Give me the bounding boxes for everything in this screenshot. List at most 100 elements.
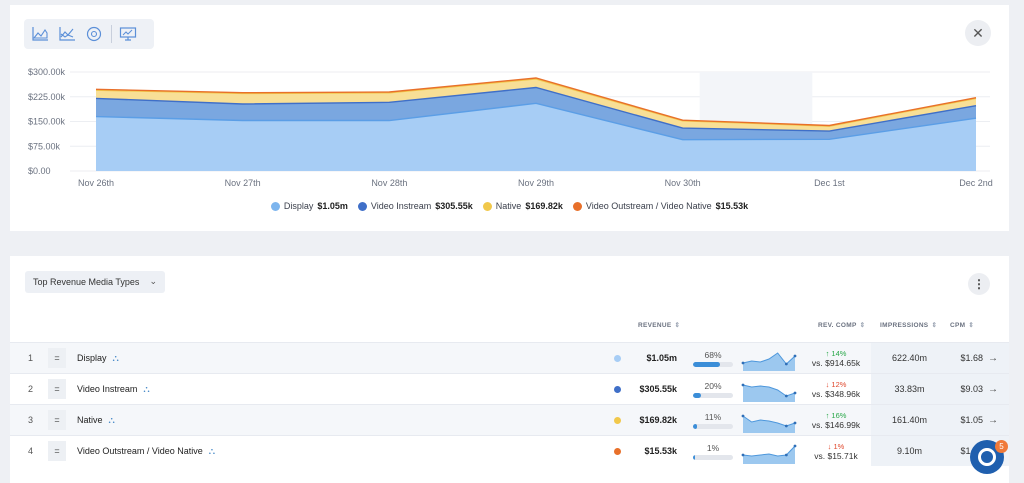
impressions-value: 33.83m (894, 384, 925, 394)
change-percent: ↑ 14% (825, 348, 847, 358)
monitor-icon[interactable] (117, 23, 139, 45)
legend-item[interactable]: Video Outstream / Video Native $15.53k (572, 201, 748, 211)
revenue-share: 68% (693, 343, 733, 373)
legend-swatch (482, 201, 492, 211)
revenue-share: 11% (693, 405, 733, 435)
x-tick-label: Dec 1st (814, 178, 845, 188)
media-type-label: Video Instream (77, 384, 138, 394)
header-impressions[interactable]: IMPRESSIONS ⇕ (880, 322, 938, 329)
sparkline (741, 345, 797, 375)
share-bar (693, 454, 733, 460)
close-icon[interactable]: ✕ (965, 20, 991, 46)
revenue-comparison: ↑ 16% vs. $146.99k (810, 405, 862, 435)
legend-swatch (270, 201, 280, 211)
sparkline (741, 376, 797, 406)
media-type-name[interactable]: Video Outstream / Video Native ⛬ (77, 436, 215, 466)
sparkline-point (793, 391, 797, 395)
previous-revenue: vs. $348.96k (811, 388, 861, 399)
cpm-value: $1.05 (960, 415, 983, 425)
sparkline-point (793, 421, 797, 425)
revenue-comparison: ↓ 12% vs. $348.96k (810, 374, 862, 404)
x-tick-label: Dec 2nd (959, 178, 993, 188)
network-icon[interactable]: ⛬ (108, 414, 115, 425)
share-bar-fill (693, 392, 701, 398)
legend-label: Video Instream (370, 201, 432, 211)
legend-item[interactable]: Video Instream $305.55k (357, 201, 473, 211)
area-series-display[interactable] (96, 103, 976, 171)
impressions-column-bg (871, 343, 1009, 373)
sparkline-chart (741, 444, 797, 464)
share-percent: 1% (706, 442, 720, 453)
legend-item[interactable]: Display $1.05m (270, 201, 348, 211)
sparkline-chart (741, 352, 797, 371)
sparkline (741, 407, 797, 437)
table-row[interactable]: 3 = Native ⛬ $169.82k 11% ↑ 16% vs. $146.99k 161… (10, 404, 1009, 435)
revenue-value: $169.82k (639, 415, 677, 425)
network-icon[interactable]: ⛬ (143, 383, 150, 394)
revenue-value: $1.05m (646, 353, 677, 363)
x-tick-label: Nov 30th (665, 178, 701, 188)
share-bar (693, 423, 733, 429)
impressions-column-bg (871, 374, 1009, 404)
chart-legend: Display $1.05m Video Instream $305.55k Nativ… (10, 201, 1009, 211)
row-rank: 3 (28, 415, 34, 425)
header-cpm[interactable]: CPM ⇕ (950, 322, 975, 329)
arrow-right-icon[interactable]: → (988, 414, 998, 426)
sparkline-point (741, 414, 745, 418)
cpm-value: $9.03 (960, 384, 983, 394)
drag-handle-icon[interactable]: = (48, 410, 66, 430)
series-line (95, 86, 977, 132)
network-icon[interactable]: ⛬ (112, 352, 119, 363)
y-tick-label: $225.00k (28, 92, 66, 102)
cpm-value: $1.68 (960, 353, 983, 363)
media-type-label: Video Outstream / Video Native (77, 446, 203, 456)
arrow-right-icon[interactable]: → (988, 383, 998, 395)
series-color-dot (614, 405, 621, 435)
area-chart-icon[interactable] (29, 23, 51, 45)
media-type-name[interactable]: Display ⛬ (77, 343, 119, 373)
header-rev-comp[interactable]: REV. COMP ⇕ (818, 322, 866, 329)
header-revenue[interactable]: REVENUE ⇕ (638, 322, 681, 329)
table-row[interactable]: 2 = Video Instream ⛬ $305.55k 20% ↓ 12% vs. $34… (10, 373, 1009, 404)
y-tick-label: $75.00k (28, 141, 61, 151)
arrow-right-icon[interactable]: → (988, 352, 998, 364)
media-type-name[interactable]: Native ⛬ (77, 405, 115, 435)
sparkline-point (741, 383, 745, 387)
share-bar (693, 361, 733, 367)
media-type-dropdown[interactable]: Top Revenue Media Types ⌄ (25, 271, 165, 293)
sparkline-point (741, 453, 745, 457)
share-percent: 20% (704, 380, 722, 391)
sparkline-point (793, 354, 797, 358)
drag-handle-icon[interactable]: = (48, 348, 66, 368)
table-row[interactable]: 1 = Display ⛬ $1.05m 68% ↑ 14% vs. $914.65k 622.… (10, 342, 1009, 373)
pie-chart-icon[interactable] (83, 23, 105, 45)
row-rank: 4 (28, 446, 34, 456)
sort-icon: ⇕ (968, 322, 975, 329)
series-color-dot (614, 374, 621, 404)
sparkline-point (784, 424, 788, 428)
legend-label: Video Outstream / Video Native (585, 201, 712, 211)
impressions-value: 161.40m (891, 415, 928, 425)
legend-item[interactable]: Native $169.82k (482, 201, 563, 211)
series-line (95, 102, 977, 141)
legend-swatch (572, 201, 582, 211)
sparkline-point (784, 453, 788, 457)
legend-label: Native (495, 201, 522, 211)
table-row[interactable]: 4 = Video Outstream / Video Native ⛬ $15.53k… (10, 435, 1009, 466)
drag-handle-icon[interactable]: = (48, 441, 66, 461)
media-types-table-card: Top Revenue Media Types ⌄ ⋮ REVENUE ⇕ REV… (10, 256, 1009, 483)
sort-icon: ⇕ (931, 322, 938, 329)
media-type-name[interactable]: Video Instream ⛬ (77, 374, 150, 404)
legend-total: $305.55k (435, 201, 473, 211)
y-tick-label: $0.00 (28, 166, 51, 176)
network-icon[interactable]: ⛬ (208, 445, 216, 456)
revenue-share: 20% (693, 374, 733, 404)
line-chart-icon[interactable] (56, 23, 78, 45)
revenue-share: 1% (693, 436, 733, 466)
drag-handle-icon[interactable]: = (48, 379, 66, 399)
x-tick-label: Nov 26th (78, 178, 114, 188)
x-tick-label: Nov 29th (518, 178, 554, 188)
sparkline-chart (741, 383, 797, 402)
revenue-comparison: ↓ 1% vs. $15.71k (810, 436, 862, 466)
more-options-icon[interactable]: ⋮ (968, 273, 990, 295)
